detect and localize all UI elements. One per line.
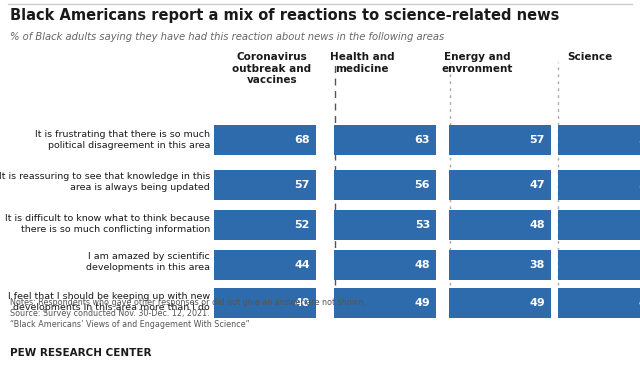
Bar [214,250,316,280]
Bar [334,170,436,200]
Text: 57: 57 [294,180,310,190]
Text: 50: 50 [639,220,640,230]
Bar [558,170,640,200]
Text: I feel that I should be keeping up with new
developments in this area more than : I feel that I should be keeping up with … [8,292,210,312]
Bar [449,210,551,240]
Bar [558,288,640,318]
Bar [334,125,436,155]
Bar [558,125,640,155]
Bar [334,288,436,318]
Text: 48: 48 [529,220,545,230]
Text: Source: Survey conducted Nov. 30-Dec. 12, 2021.: Source: Survey conducted Nov. 30-Dec. 12… [10,309,210,318]
Text: 57: 57 [530,135,545,145]
Bar [214,288,316,318]
Text: 49: 49 [529,298,545,308]
Bar [558,210,640,240]
Text: I am amazed by scientific
developments in this area: I am amazed by scientific developments i… [86,252,210,272]
Text: “Black Americans’ Views of and Engagement With Science”: “Black Americans’ Views of and Engagemen… [10,320,250,329]
Text: 52: 52 [294,220,310,230]
Text: Energy and
envronment: Energy and envronment [442,52,513,73]
Text: It is reassuring to see that knowledge in this
area is always being updated: It is reassuring to see that knowledge i… [0,172,210,192]
Text: Coronavirus
outbreak and
vaccines: Coronavirus outbreak and vaccines [232,52,312,85]
Text: It is difficult to know what to think because
there is so much conflicting infor: It is difficult to know what to think be… [5,214,210,234]
Text: % of Black adults saying they have had this reaction about news in the following: % of Black adults saying they have had t… [10,32,444,42]
Text: 53: 53 [415,220,430,230]
Text: 48: 48 [414,260,430,270]
Bar [214,210,316,240]
Text: Black Americans report a mix of reactions to science-related news: Black Americans report a mix of reaction… [10,8,559,23]
Text: 38: 38 [530,260,545,270]
Text: 40: 40 [294,298,310,308]
Bar [558,250,640,280]
Text: 58: 58 [639,135,640,145]
Text: PEW RESEARCH CENTER: PEW RESEARCH CENTER [10,348,152,358]
Text: 56: 56 [415,180,430,190]
Text: 51: 51 [639,180,640,190]
Text: 63: 63 [415,135,430,145]
Bar [334,250,436,280]
Bar [449,170,551,200]
Bar [449,250,551,280]
Text: 47: 47 [529,180,545,190]
Text: 46: 46 [638,298,640,308]
Text: Health and
medicine: Health and medicine [330,52,394,73]
Text: 44: 44 [294,260,310,270]
Bar [334,210,436,240]
Bar [214,170,316,200]
Bar [449,288,551,318]
Text: It is frustrating that there is so much
political disagreement in this area: It is frustrating that there is so much … [35,130,210,150]
Bar [214,125,316,155]
Text: Science: Science [568,52,612,62]
Text: 68: 68 [294,135,310,145]
Text: 50: 50 [639,260,640,270]
Text: Notes: Respondents who gave other responses or did not give an answer are not sh: Notes: Respondents who gave other respon… [10,298,365,307]
Bar [449,125,551,155]
Text: 49: 49 [414,298,430,308]
